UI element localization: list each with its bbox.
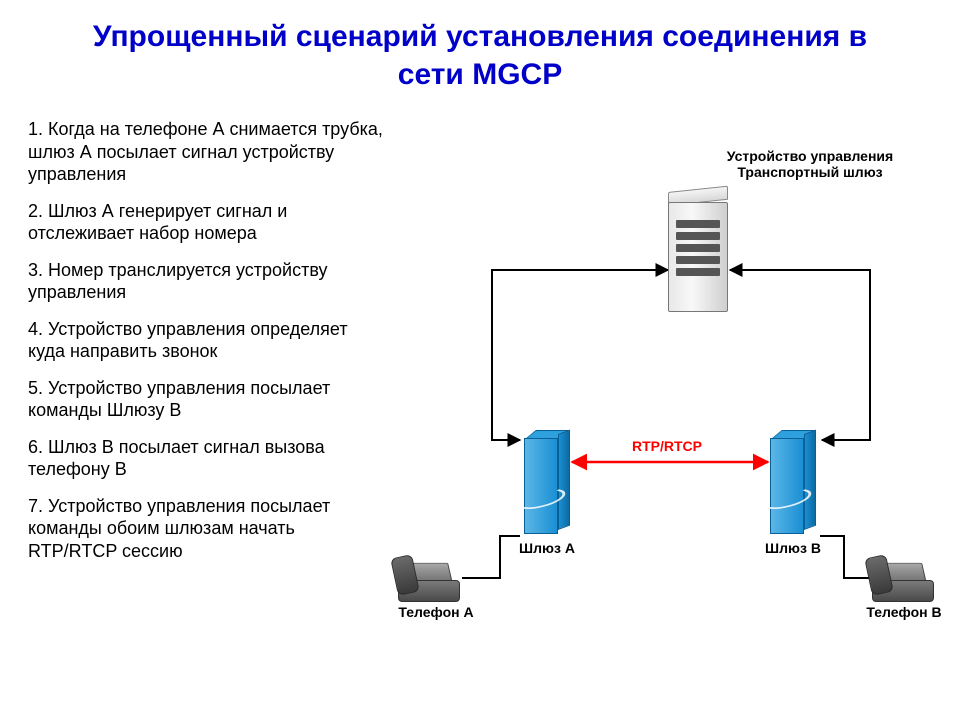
gateway-a-label: Шлюз А	[512, 540, 582, 556]
step-6: 6. Шлюз В посылает сигнал вызова телефон…	[28, 436, 388, 481]
gateway-b-icon	[770, 430, 816, 534]
gateway-a-icon	[524, 430, 570, 534]
server-label: Устройство управленияТранспортный шлюз	[690, 148, 930, 180]
step-5: 5. Устройство управления посылает команд…	[28, 377, 388, 422]
step-4: 4. Устройство управления определяет куда…	[28, 318, 388, 363]
edge-server-gwB	[730, 270, 870, 440]
gateway-b-label: Шлюз В	[758, 540, 828, 556]
page-title: Упрощенный сценарий установления соедине…	[0, 0, 960, 103]
rtp-label: RTP/RTCP	[632, 438, 702, 454]
step-2: 2. Шлюз А генерирует сигнал и отслеживае…	[28, 200, 388, 245]
network-diagram: Устройство управленияТранспортный шлюз Ш…	[400, 140, 940, 660]
edge-server-gwA	[492, 270, 668, 440]
server-icon	[668, 192, 728, 312]
steps-list: 1. Когда на телефоне А снимается трубка,…	[28, 118, 388, 576]
phone-b-label: Телефон В	[854, 604, 954, 620]
phone-b-icon	[872, 556, 934, 602]
step-3: 3. Номер транслируется устройству управл…	[28, 259, 388, 304]
phone-a-icon	[398, 556, 460, 602]
phone-a-label: Телефон А	[386, 604, 486, 620]
step-7: 7. Устройство управления посылает команд…	[28, 495, 388, 563]
step-1: 1. Когда на телефоне А снимается трубка,…	[28, 118, 388, 186]
